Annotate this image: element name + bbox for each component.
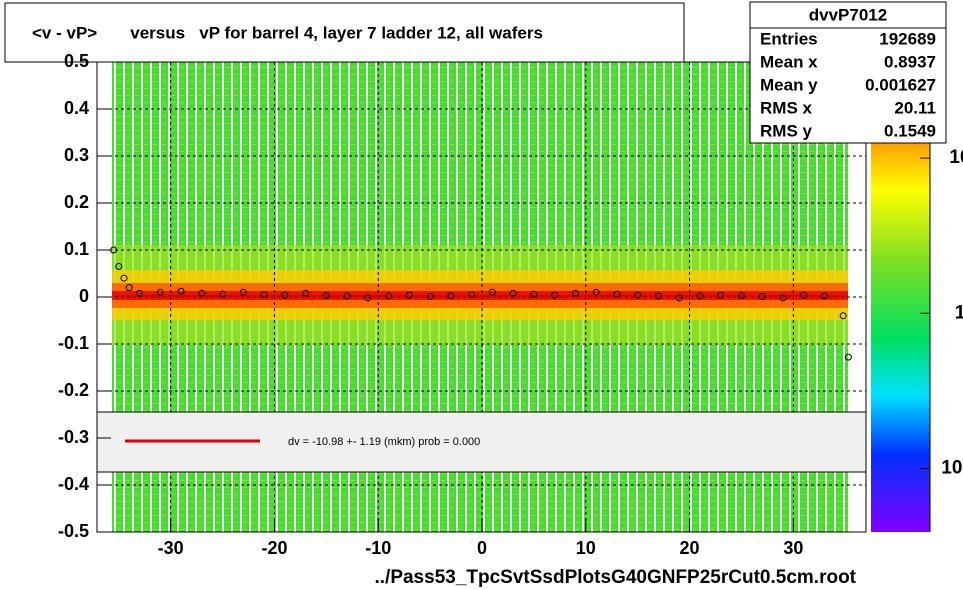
stats-value: 0.8937: [884, 52, 936, 71]
point: [717, 291, 725, 299]
chart-title: <v - vP> versus vP for barrel 4, layer 7…: [32, 23, 543, 42]
point: [800, 291, 808, 299]
stats-value: 0.1549: [884, 121, 936, 140]
stats-label: RMS y: [760, 121, 813, 140]
point: [115, 262, 123, 270]
point: [120, 274, 128, 282]
legend-text: dv = -10.98 +- 1.19 (mkm) prob = 0.000: [288, 436, 480, 448]
z-tick-label: 10⁻¹: [941, 458, 963, 479]
point: [426, 293, 434, 301]
y-tick-label: -0.2: [58, 380, 89, 400]
stats-value: 0.001627: [865, 75, 936, 94]
y-tick-label: 0.3: [64, 145, 89, 165]
point: [654, 292, 662, 300]
stats-rows: Entries 192689 Mean x 0.8937 Mean y 0.001627 R…: [760, 29, 936, 140]
point: [737, 292, 745, 300]
point: [634, 291, 642, 299]
y-tick-label: 0.4: [64, 98, 89, 118]
stats-box: [749, 1, 947, 144]
point: [820, 292, 828, 300]
y-tick-label: -0.3: [58, 427, 89, 447]
point: [530, 290, 538, 298]
color-palette: [871, 143, 930, 532]
points: [110, 246, 852, 361]
point: [260, 291, 268, 299]
stats-label: RMS x: [760, 98, 813, 117]
point: [343, 292, 351, 300]
point: [281, 291, 289, 299]
color-axis: 10 1 10⁻¹: [920, 143, 963, 532]
z-tick-label: 10: [949, 147, 963, 168]
point: [385, 292, 393, 300]
axes: -30 -20 -10 0 10 20 30 -0.5 -0.4 -0.3 -0.2 -0.1 0 0.1…: [58, 51, 803, 558]
point: [779, 294, 787, 302]
point: [509, 289, 517, 297]
x-tick-label: 30: [783, 538, 803, 558]
point: [239, 288, 247, 296]
point: [571, 289, 579, 297]
y-tick-label: -0.1: [58, 333, 89, 353]
point: [839, 312, 847, 320]
y-tick-label: 0.2: [64, 192, 89, 212]
x-tick-label: 10: [576, 538, 596, 558]
point: [302, 289, 310, 297]
point: [551, 291, 559, 299]
y-tick-label: 0: [79, 286, 89, 306]
stats-name: dvvP7012: [809, 5, 887, 24]
stats-label: Mean x: [760, 52, 818, 71]
footer: ../Pass53_TpcSvtSsdPlotsG40GNFP25rCut0.5…: [374, 567, 856, 588]
point: [405, 291, 413, 299]
point: [675, 294, 683, 302]
y-tick-label: -0.5: [58, 521, 89, 541]
x-tick-label: -10: [365, 538, 391, 558]
point: [468, 291, 476, 299]
stats-value: 20.11: [894, 98, 936, 117]
point: [125, 284, 133, 292]
point: [592, 288, 600, 296]
point: [844, 353, 852, 361]
point: [364, 294, 372, 302]
y-tick-label: 0.1: [64, 239, 89, 259]
point: [156, 288, 164, 296]
stats-label: Entries: [760, 29, 818, 48]
y-tick-label: 0.5: [64, 51, 89, 71]
point: [198, 289, 206, 297]
x-tick-label: 0: [477, 538, 487, 558]
point: [219, 290, 227, 298]
stats-value: 192689: [879, 29, 936, 48]
point: [613, 290, 621, 298]
z-tick-label: 1: [955, 302, 963, 323]
point: [758, 293, 766, 301]
point: [696, 292, 704, 300]
x-tick-label: -30: [158, 538, 184, 558]
point: [322, 292, 330, 300]
x-tick-label: -20: [261, 538, 287, 558]
point: [177, 287, 185, 295]
point: [447, 292, 455, 300]
title-box: [4, 2, 685, 63]
x-tick-label: 20: [680, 538, 700, 558]
y-tick-label: -0.4: [58, 474, 89, 494]
stats-label: Mean y: [760, 75, 818, 94]
point: [136, 289, 144, 297]
point: [488, 288, 496, 296]
